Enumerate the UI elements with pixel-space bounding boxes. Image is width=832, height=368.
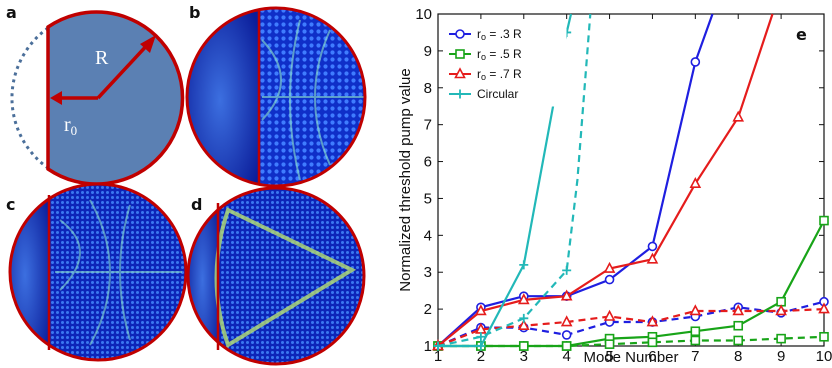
data-point [603, 309, 616, 321]
data-point [517, 319, 530, 331]
panel-d: d [186, 186, 366, 366]
x-tick-label: 2 [477, 348, 485, 365]
x-tick-label: 1 [434, 348, 442, 365]
data-point [776, 333, 786, 344]
data-point [562, 265, 572, 275]
panel-label-d: d [191, 195, 202, 214]
legend-marker [454, 67, 466, 79]
x-tick-label: 6 [648, 348, 656, 365]
r0-label: r0 [64, 114, 77, 138]
data-point [819, 331, 829, 342]
data-point [519, 313, 529, 323]
y-tick-label: 5 [424, 190, 432, 207]
y-tick-label: 6 [424, 154, 432, 171]
data-point [646, 315, 659, 327]
panel-b: b [185, 3, 367, 188]
data-point [646, 252, 659, 264]
y-tick-label: 4 [424, 227, 432, 244]
x-tick-label: 4 [562, 348, 570, 365]
data-point [732, 304, 745, 316]
panel-c: c [6, 182, 188, 362]
legend-marker [455, 49, 465, 59]
data-point [475, 304, 487, 316]
panel-label-e: e [796, 25, 807, 44]
data-point [604, 339, 615, 349]
panel-label-a: a [6, 3, 17, 22]
data-point [733, 320, 744, 331]
legend-label: ro = .5 R [477, 47, 522, 62]
data-point [476, 332, 486, 342]
data-point [560, 289, 573, 301]
data-point [519, 260, 529, 270]
data-point [603, 261, 616, 273]
y-tick-label: 10 [415, 6, 432, 23]
data-point [561, 341, 572, 351]
data-point [604, 274, 615, 285]
data-point [690, 57, 701, 67]
data-point [476, 341, 486, 351]
chart: 1 2 3 4 5 6 7 8 9 10 1 2 3 4 5 6 7 8 9 10 e Mode Number Nor… [397, 6, 832, 366]
y-tick-label: 2 [424, 301, 432, 318]
series-line-0 [437, 13, 714, 347]
legend-box [445, 21, 567, 107]
data-point [818, 302, 830, 314]
dotted-arc [10, 26, 49, 170]
data-point [517, 293, 530, 305]
x-tick-label: 8 [734, 348, 742, 365]
data-point [561, 330, 572, 340]
data-point [433, 341, 443, 351]
legend-label: ro = .7 R [477, 67, 522, 82]
data-point [689, 304, 702, 316]
x-axis-label: Mode Number [583, 349, 678, 366]
boundary [185, 6, 367, 188]
series-line-5 [437, 308, 825, 348]
r0-arrowhead [50, 91, 62, 105]
data-point [647, 241, 658, 252]
series-line-3 [438, 335, 825, 348]
legend-label: ro = .3 R [477, 27, 522, 42]
data-point [732, 110, 745, 122]
legend: ro = .3 R ro = .5 R ro = .7 R Circular [445, 21, 567, 107]
y-axis-label: Normalized threshold pump value [397, 68, 414, 291]
legend-marker [455, 29, 465, 39]
y-tick-label: 1 [424, 338, 432, 355]
data-point [819, 215, 829, 226]
x-tick-label: 3 [520, 348, 528, 365]
data-point [733, 335, 744, 346]
y-tick-label: 8 [424, 80, 432, 97]
data-point [689, 176, 702, 188]
y-tick-label: 7 [424, 117, 432, 134]
panel-a: a R r0 [6, 3, 185, 186]
legend-label: Circular [477, 87, 518, 101]
panel-label-b: b [189, 3, 200, 22]
data-point [690, 326, 701, 337]
boundary [8, 182, 188, 362]
radius-arrow [96, 40, 152, 100]
boundary [186, 186, 366, 366]
panel-label-c: c [6, 195, 15, 214]
data-point [647, 337, 658, 348]
x-tick-label: 9 [777, 348, 785, 365]
series-line-7 [437, 13, 592, 348]
x-tick-label: 10 [816, 348, 832, 365]
data-point [690, 335, 701, 346]
x-tick-label: 5 [605, 348, 613, 365]
data-point [775, 304, 787, 316]
radius-label: R [95, 47, 109, 69]
radius-arrowhead [140, 35, 156, 53]
legend-marker [455, 89, 465, 99]
y-tick-label: 3 [424, 264, 432, 281]
data-point [560, 315, 573, 327]
disk-sector [48, 12, 184, 184]
y-tick-label: 9 [424, 43, 432, 60]
x-tick-label: 7 [691, 348, 699, 365]
data-point [518, 341, 529, 351]
